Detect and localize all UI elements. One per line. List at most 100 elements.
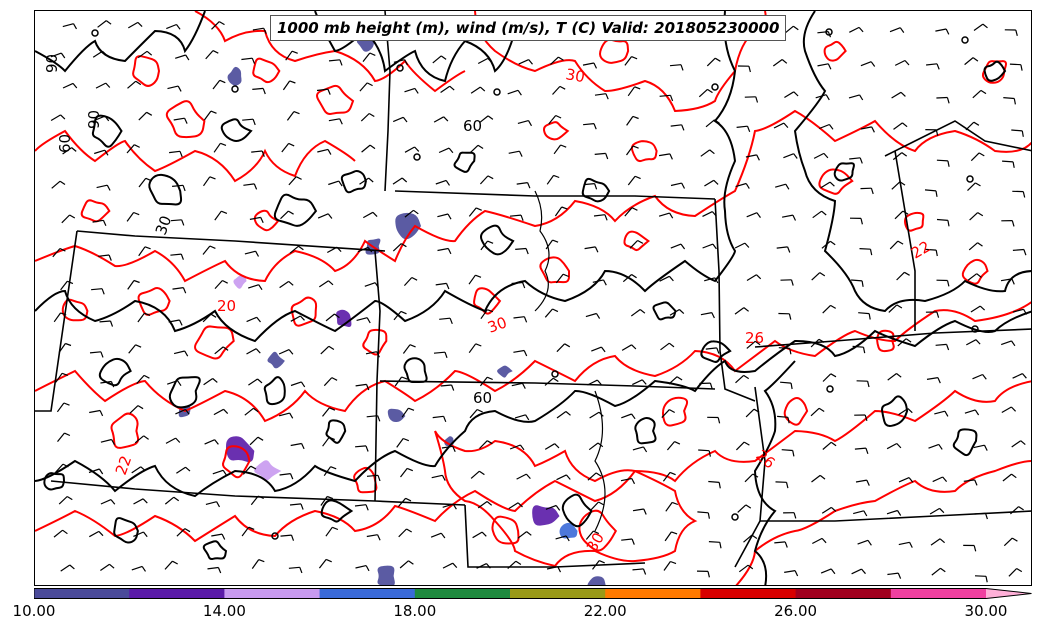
wind-barb — [476, 563, 491, 569]
colorbar-segment — [700, 588, 797, 599]
wind-barb — [621, 344, 637, 351]
wind-barb — [894, 210, 909, 220]
wind-speed-patch — [497, 365, 513, 378]
wind-barb — [700, 312, 715, 319]
wind-barb — [169, 150, 183, 158]
wind-barb — [518, 59, 533, 65]
wind-barb — [666, 441, 681, 451]
wind-barb — [202, 245, 216, 255]
height-contours — [35, 11, 1031, 585]
wind-speed-patch — [233, 275, 247, 289]
wind-barb — [507, 560, 522, 570]
wind-barb — [822, 441, 837, 450]
wind-barb — [889, 27, 905, 33]
colorbar-segment — [605, 588, 701, 599]
wind-barb — [972, 373, 987, 380]
wind-barb — [514, 414, 530, 421]
wind-barb — [929, 507, 945, 515]
wind-barb — [1002, 473, 1017, 482]
wind-barb — [469, 408, 483, 419]
wind-barbs — [50, 20, 1028, 583]
temperature-contour-loop — [578, 509, 618, 552]
wind-barb — [1012, 190, 1026, 198]
wind-barb — [629, 239, 644, 249]
wind-barb — [137, 312, 151, 323]
wind-barb — [583, 183, 598, 190]
wind-barb — [55, 463, 69, 473]
temperature-contour-loop — [623, 230, 651, 252]
wind-barb — [546, 566, 562, 573]
wind-barb — [507, 89, 522, 96]
height-contour-loop — [220, 118, 253, 143]
colorbar — [34, 588, 1032, 599]
wind-barb — [100, 563, 115, 571]
wind-barb — [129, 405, 144, 414]
height-contour-ring — [551, 370, 559, 378]
wind-barb — [480, 309, 494, 320]
wind-barb — [1011, 129, 1024, 137]
height-contour-loop — [453, 151, 476, 173]
wind-barb — [592, 279, 607, 286]
temperature-contour-label: 20 — [217, 297, 236, 315]
wind-barb — [968, 242, 983, 251]
wind-barb — [888, 304, 903, 313]
wind-barb — [660, 342, 675, 351]
wind-barb — [290, 315, 305, 322]
colorbar-segment — [414, 588, 511, 599]
wind-barb — [894, 59, 910, 66]
wind-speed-patch — [587, 576, 606, 585]
wind-barb — [820, 568, 836, 575]
temperature-contour-loop — [473, 287, 502, 315]
wind-barb — [211, 21, 225, 30]
colorbar-segment — [319, 588, 416, 599]
wind-barb — [780, 381, 793, 390]
wind-barb — [393, 59, 409, 66]
wind-barb — [477, 501, 493, 509]
wind-barb — [668, 376, 683, 385]
wind-barb — [202, 313, 217, 323]
wind-barb — [173, 350, 189, 357]
wind-barb — [440, 85, 455, 93]
wind-barb — [99, 320, 114, 327]
wind-barb — [1008, 567, 1023, 577]
height-contour-ring — [493, 88, 501, 96]
wind-barb — [62, 23, 78, 30]
wind-barb — [965, 121, 980, 131]
wind-barb — [328, 118, 343, 125]
wind-barb — [325, 526, 339, 537]
wind-barb — [1002, 160, 1015, 168]
wind-barb — [134, 435, 149, 444]
wind-barb — [479, 376, 493, 387]
height-contour-line — [35, 310, 1031, 498]
wind-barb — [128, 21, 143, 29]
wind-barb — [1001, 220, 1015, 227]
wind-barb — [394, 376, 408, 387]
wind-barb — [437, 247, 452, 255]
wind-barb — [700, 149, 715, 157]
wind-barb — [704, 179, 719, 187]
temperature-contour-label: 22 — [112, 453, 135, 477]
wind-barb — [973, 444, 988, 451]
wind-barb — [549, 56, 564, 66]
height-contour-loop — [98, 357, 132, 387]
wind-barb — [892, 152, 908, 161]
wind-barb — [670, 243, 686, 250]
wind-barb — [813, 152, 829, 159]
wind-barb — [855, 479, 870, 486]
wind-barb — [513, 349, 528, 357]
wind-barb — [967, 273, 982, 281]
wind-barb — [590, 501, 605, 511]
wind-barb — [176, 528, 191, 537]
wind-barb — [853, 510, 868, 517]
wind-barb — [170, 219, 185, 226]
wind-barb — [1012, 308, 1028, 315]
wind-barb — [136, 374, 150, 385]
wind-barb — [516, 182, 531, 189]
wind-barb — [137, 50, 153, 59]
wind-barb — [278, 349, 294, 355]
colorbar-tick-label: 14.00 — [202, 602, 246, 620]
height-contour-ring — [711, 83, 719, 91]
wind-speed-patch — [559, 522, 578, 539]
wind-barb — [963, 544, 977, 552]
height-contour-loop — [480, 224, 515, 256]
